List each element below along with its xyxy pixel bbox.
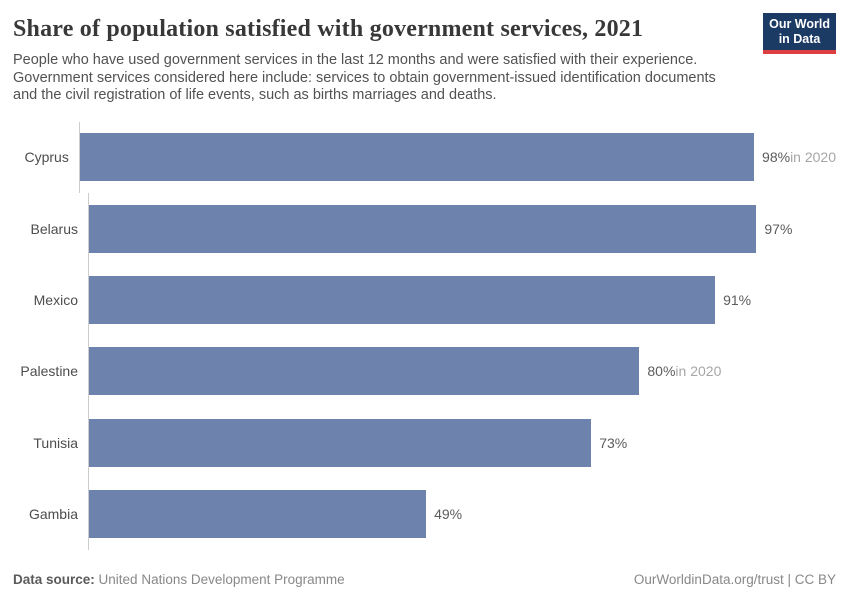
value-label: 97% [764, 220, 793, 237]
value-note: in 2020 [675, 363, 722, 380]
bar[interactable] [89, 418, 592, 467]
subtitle-line: People who have used government services… [13, 52, 698, 68]
value-label: 49% [434, 506, 463, 523]
plot-track: 91% [88, 264, 836, 336]
value-label: 73% [599, 434, 628, 451]
plot-track: 49% [88, 478, 836, 550]
category-label: Cyprus [24, 149, 69, 166]
bar-row: Belarus 97% [13, 192, 836, 265]
owid-logo-line2: in Data [778, 32, 821, 46]
bar[interactable] [79, 133, 755, 182]
bar-chart: Cyprus 98%in 2020 Belarus 97% Mexico 91% Pales… [13, 121, 836, 550]
category-label: Mexico [33, 291, 78, 308]
category-label: Palestine [20, 363, 78, 380]
chart-footer: Data source: United Nations Development … [13, 572, 836, 587]
chart-header-text: Share of population satisfied with gover… [13, 15, 716, 105]
plot-track: 97% [88, 192, 836, 265]
bar-row: Tunisia 73% [13, 407, 836, 479]
bar[interactable] [89, 275, 716, 324]
plot-track: 98%in 2020 [78, 121, 836, 193]
bar[interactable] [89, 204, 757, 253]
owid-logo-line1: Our World [769, 17, 830, 31]
value-label: 80%in 2020 [647, 363, 722, 380]
owid-logo[interactable]: Our World in Data [763, 13, 836, 54]
chart-header: Share of population satisfied with gover… [13, 13, 836, 105]
bar-row: Gambia 49% [13, 478, 836, 550]
value-label: 91% [723, 291, 752, 308]
value-label: 98%in 2020 [762, 149, 836, 166]
bar[interactable] [89, 490, 427, 539]
chart-subtitle: People who have used government services… [13, 52, 716, 105]
bar[interactable] [89, 347, 640, 396]
plot-track: 80%in 2020 [88, 335, 836, 408]
subtitle-line: Government services considered here incl… [13, 69, 716, 86]
category-label: Belarus [30, 220, 78, 237]
data-source-label: Data source: [13, 572, 95, 587]
bar-row: Palestine 80%in 2020 [13, 335, 836, 408]
bar-row: Mexico 91% [13, 264, 836, 336]
data-source-value: United Nations Development Programme [98, 572, 345, 587]
subtitle-line: and the civil registration of life event… [13, 87, 497, 103]
owid-license-link[interactable]: OurWorldinData.org/trust | CC BY [633, 572, 836, 587]
category-label: Tunisia [33, 434, 78, 451]
category-label: Gambia [28, 506, 78, 523]
plot-track: 73% [88, 407, 836, 479]
value-note: in 2020 [790, 149, 836, 166]
data-source: Data source: United Nations Development … [13, 572, 345, 587]
bar-row: Cyprus 98%in 2020 [13, 121, 836, 193]
chart-title: Share of population satisfied with gover… [13, 16, 644, 42]
